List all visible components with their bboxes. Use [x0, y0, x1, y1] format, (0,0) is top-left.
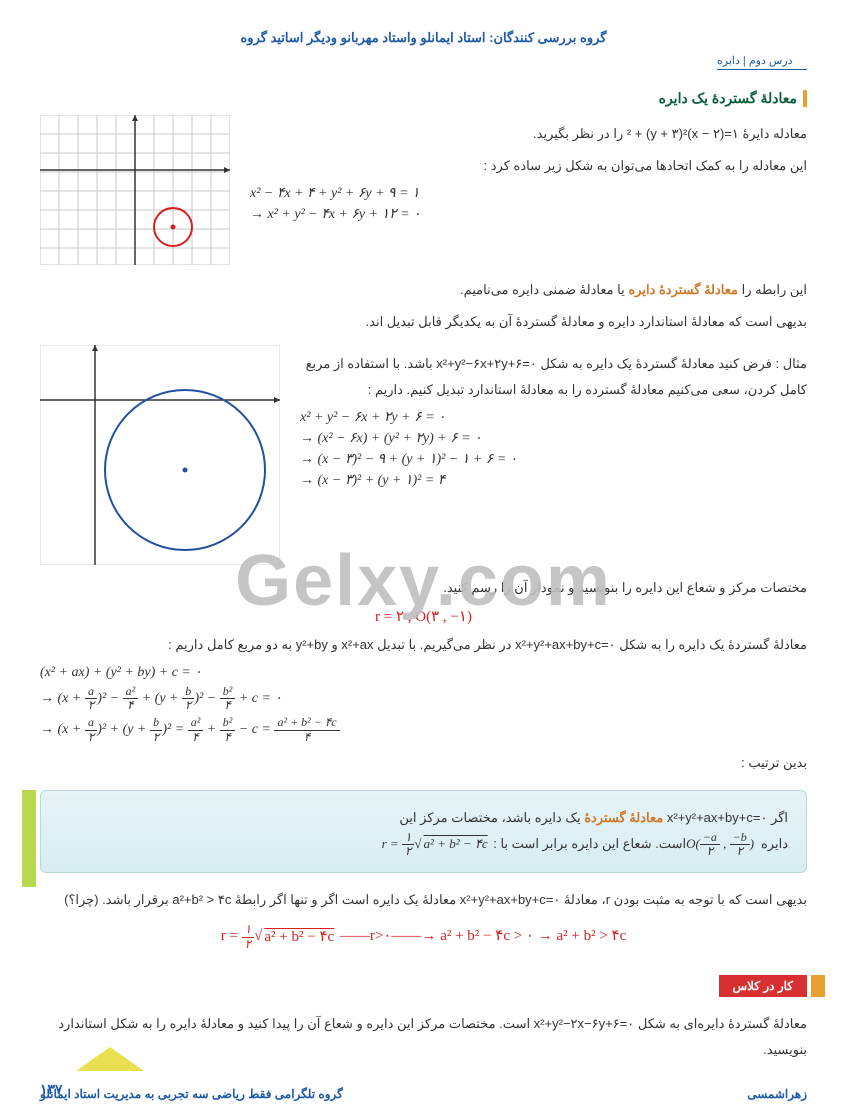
- paragraph: این معادله را به کمک اتحادها می‌توان به …: [250, 153, 807, 179]
- equation: → (x − ۳)² + (y + ۱)² = ۴: [300, 472, 807, 489]
- equation: → (x² − ۶x) + (y² + ۲y) + ۶ = ۰: [300, 430, 807, 447]
- paragraph: بدیهی است که معادلهٔ استاندارد دایره و م…: [40, 309, 807, 335]
- text: اگر x²+y²+ax+by+c=۰: [663, 810, 788, 825]
- equation: → x² + y² − ۴x + ۶y + ۱۲ = ۰: [250, 206, 807, 223]
- footer-author: زهراشمسی: [747, 1087, 807, 1101]
- equation: → (x − ۳)² − ۹ + (y + ۱)² − ۱ + ۶ = ۰: [300, 451, 807, 468]
- graph-large-circle: [40, 345, 280, 565]
- text: یا معادلهٔ ضمنی دایره می‌نامیم.: [460, 282, 628, 297]
- equation: x² − ۴x + ۴ + y² + ۶y + ۹ = ۱: [250, 185, 807, 202]
- paragraph: این رابطه را معادلهٔ گستردهٔ دایره یا مع…: [40, 277, 807, 303]
- paragraph: معادلهٔ گستردهٔ دایره‌ای به شکل x²+y²−۲x…: [40, 1011, 807, 1063]
- equation: x² + y² − ۶x + ۲y + ۶ = ۰: [300, 409, 807, 426]
- paragraph: معادله دایرهٔ ۱=(x − ۲)² + (y + ۳)² را د…: [250, 121, 807, 147]
- graph-small-circle: [40, 115, 230, 265]
- header-credit: گروه بررسی کنندگان: استاد ایمانلو واستاد…: [40, 30, 807, 46]
- text: یک دایره باشد، مختصات مرکز این: [399, 810, 584, 825]
- paragraph: معادلهٔ گستردهٔ یک دایره را به شکل x²+y²…: [40, 632, 807, 658]
- equation: (x² + ax) + (y² + by) + c = ۰: [40, 664, 807, 681]
- derivation-red: r = ۱۲√a² + b² − ۴c ——r>۰——→ a² + b² − ۴…: [40, 923, 807, 950]
- footer-group: گروه تلگرامی فقط ریاضی سه تجربی به مدیری…: [40, 1087, 343, 1101]
- lesson-label: درس دوم | دایره: [717, 54, 807, 70]
- formula-box: اگر x²+y²+ax+by+c=۰ معادلهٔ گستردهٔ یک د…: [40, 790, 807, 874]
- paragraph: بدین ترتیب :: [40, 750, 807, 776]
- text: است. شعاع این دایره برابر است با :: [490, 836, 686, 851]
- paragraph: مثال : فرض کنید معادلهٔ گستردهٔ یک دایره…: [300, 351, 807, 403]
- equation: → (x + a۲)² + (y + b۲)² = a²۴ + b²۴ − c …: [40, 716, 807, 743]
- handwritten-answer: r = ۲ , O(۳ , −۱): [40, 607, 807, 626]
- equation: → (x + a۲)² − a²۴ + (y + b۲)² − b²۴ + c …: [40, 685, 807, 712]
- decoration-triangle: [76, 1047, 144, 1071]
- green-accent-bar: [22, 790, 36, 888]
- section-title: معادلهٔ گستردهٔ یک دایره: [40, 90, 807, 107]
- text: این رابطه را: [738, 282, 807, 297]
- classwork-badge: کار در کلاس: [719, 975, 808, 997]
- term-highlight: معادلهٔ گستردهٔ دایره: [628, 282, 738, 297]
- term-highlight: معادلهٔ گستردهٔ: [584, 810, 663, 825]
- text: دایره: [757, 836, 788, 851]
- paragraph: مختصات مرکز و شعاع این دایره را بنویسید …: [40, 575, 807, 601]
- paragraph: بدیهی است که با توجه به مثبت بودن r، معا…: [40, 887, 807, 913]
